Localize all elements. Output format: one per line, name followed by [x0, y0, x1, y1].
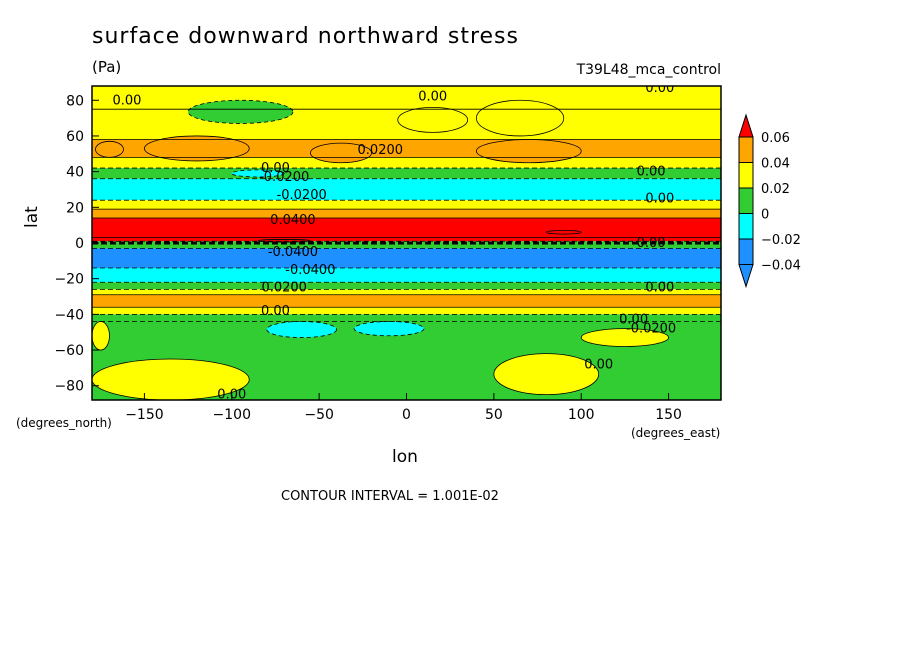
run-label: T39L48_mca_control [576, 62, 721, 78]
chart-title: surface downward northward stress [92, 24, 519, 49]
zonal-band [92, 241, 721, 249]
zonal-band [92, 218, 721, 238]
contour-label: 0.00 [637, 236, 666, 251]
y-tick-label: 80 [66, 93, 84, 109]
contour-label: -0.0200 [277, 188, 327, 203]
field-patch [475, 139, 582, 164]
zonal-band [92, 86, 721, 110]
chart-units: (Pa) [92, 58, 122, 76]
contour-label: 0.0200 [261, 281, 307, 296]
field-patch [475, 99, 565, 137]
zonal-band [92, 289, 721, 295]
field-patch [493, 353, 600, 396]
contour-label: 0.00 [645, 191, 674, 206]
x-tick-label: −50 [304, 407, 334, 423]
y-tick-label: 60 [66, 129, 84, 145]
colorbar-top-arrow [738, 113, 754, 138]
zonal-band [92, 157, 721, 169]
contour-label: 0.00 [619, 313, 648, 328]
colorbar-label: −0.04 [761, 259, 801, 274]
colorbar-label: 0 [761, 208, 769, 223]
field-patch [310, 142, 372, 164]
field-patch [231, 169, 285, 178]
colorbar-label: 0.02 [761, 182, 790, 197]
contour-label: 0.00 [645, 281, 674, 296]
colorbar-label: 0.06 [761, 131, 790, 146]
colorbar-swatch [738, 238, 754, 265]
y-tick-label: −20 [54, 272, 84, 288]
field-patch [266, 321, 338, 338]
colorbar: 0.06 0.04 0.02 0 −0.02 −0.04 [738, 113, 801, 289]
colorbar-swatch [738, 187, 754, 214]
contour-label: 0.0200 [358, 143, 404, 158]
y-tick-label: 40 [66, 165, 84, 181]
field-patch [92, 321, 110, 351]
contour-label: 0.00 [584, 357, 613, 372]
field-patch [144, 135, 250, 162]
x-tick-label: 100 [568, 407, 595, 423]
contour-interval-note: CONTOUR INTERVAL = 1.001E-02 [281, 489, 499, 504]
zonal-band [92, 248, 721, 268]
zonal-band [92, 237, 721, 242]
y-axis-units: (degrees_north) [16, 416, 112, 430]
zonal-band [92, 267, 721, 283]
x-tick-label: −150 [125, 407, 163, 423]
contour-label: -0.0200 [259, 170, 309, 185]
y-tick-label: 0 [75, 236, 84, 252]
field-patch [397, 107, 469, 133]
zonal-band [92, 307, 721, 315]
x-axis-label: lon [392, 447, 418, 467]
x-axis: −150 −100 −50 0 50 100 150 [125, 393, 682, 423]
y-tick-label: −80 [54, 379, 84, 395]
y-tick-label: −60 [54, 343, 84, 359]
colorbar-label: −0.02 [761, 233, 801, 248]
contour-label: 0.00 [418, 90, 447, 105]
contour-label: 0.00 [261, 304, 290, 319]
zonal-band [92, 282, 721, 290]
contour-label: 0.00 [645, 81, 674, 96]
x-axis-units: (degrees_east) [631, 426, 721, 440]
x-tick-label: 50 [485, 407, 503, 423]
contour-label: 0.0400 [270, 213, 316, 228]
zonal-band [92, 168, 721, 179]
field-patch [95, 140, 124, 158]
field-layer [92, 86, 721, 400]
contour-label: 0.00 [112, 93, 141, 108]
y-axis: 80 60 40 20 0 −20 −40 −60 −80 [54, 93, 99, 395]
field-patch [545, 230, 582, 235]
field-patch [580, 328, 669, 347]
zonal-band [92, 294, 721, 308]
contour-label: 0.00 [261, 161, 290, 176]
zonal-band [92, 314, 721, 322]
colorbar-swatch [738, 136, 754, 163]
contour-label: -0.0400 [285, 263, 335, 278]
y-tick-label: −40 [54, 307, 84, 323]
zonal-band [92, 178, 721, 201]
zonal-band [92, 200, 721, 210]
contour-label: 0.00 [637, 165, 666, 180]
contour-label: -0.0400 [268, 245, 318, 260]
contour-label: -0.0200 [626, 322, 676, 337]
x-tick-label: 0 [402, 407, 411, 423]
field-patch [353, 321, 425, 337]
colorbar-swatch [738, 213, 754, 240]
colorbar-swatch [738, 162, 754, 189]
y-tick-label: 20 [66, 200, 84, 216]
colorbar-bottom-arrow [738, 264, 754, 289]
x-tick-label: −100 [213, 407, 251, 423]
zonal-band [92, 209, 721, 219]
colorbar-label: 0.04 [761, 157, 790, 172]
field-patch [187, 99, 294, 124]
x-tick-label: 150 [655, 407, 682, 423]
y-axis-label: lat [22, 206, 42, 228]
